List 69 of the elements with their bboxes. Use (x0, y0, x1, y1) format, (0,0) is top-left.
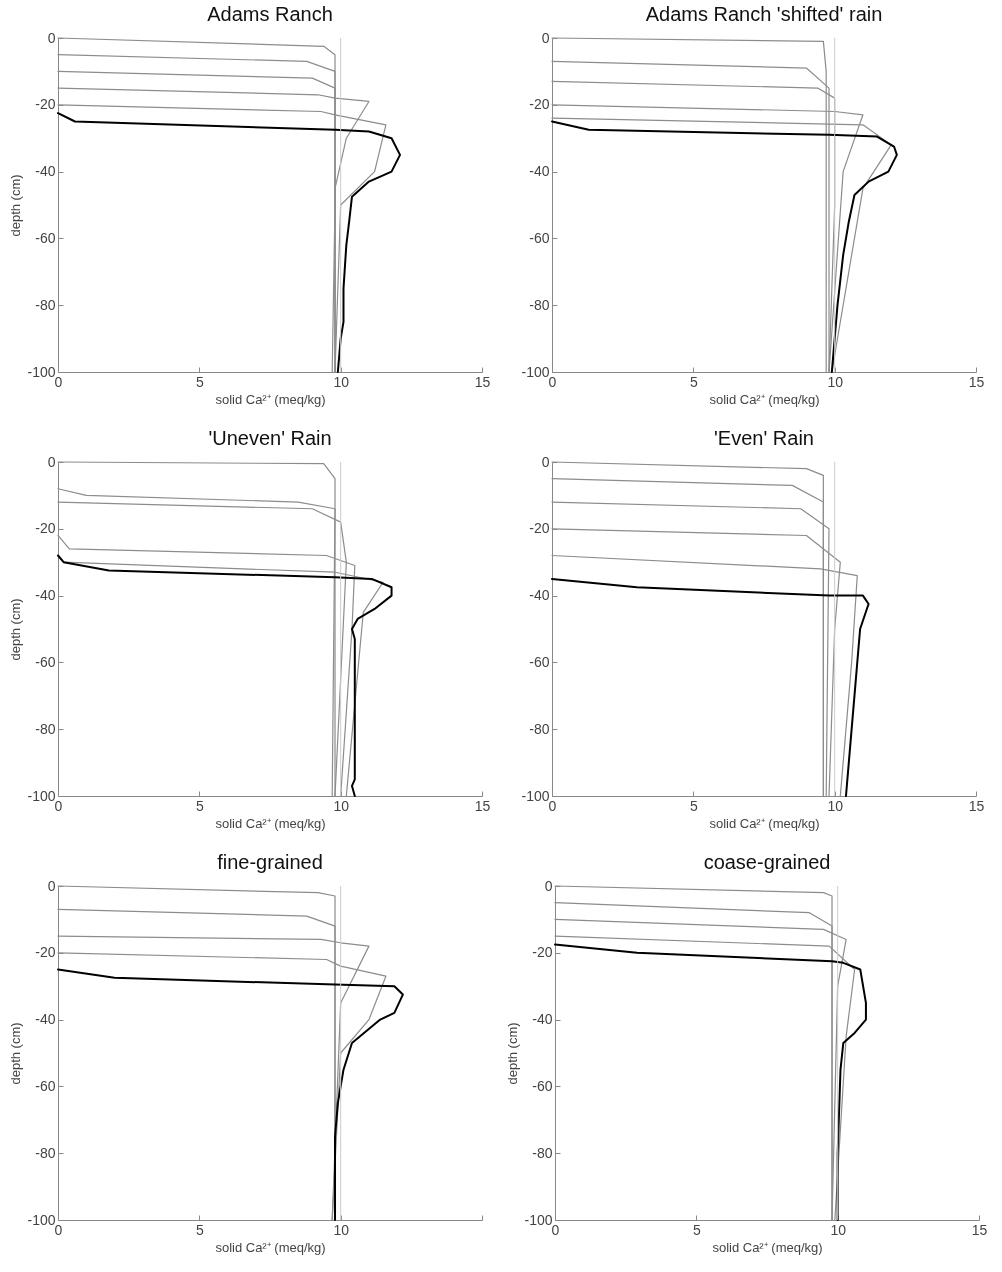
x-tick-label: 5 (195, 797, 204, 814)
x-tick-label: 5 (689, 797, 698, 814)
y-tick-label: -20 (35, 520, 56, 537)
chart-title: Adams Ranch (207, 3, 333, 25)
x-tick-label: 5 (689, 373, 698, 390)
x-tick-label: 10 (830, 1221, 847, 1238)
y-tick-label: -40 (35, 587, 56, 604)
x-axis-title: solid Ca²⁺ (meq/kg) (215, 815, 326, 831)
x-tick-label: 10 (827, 373, 844, 390)
y-tick-label: -60 (35, 653, 56, 670)
x-tick-label: 10 (827, 797, 844, 814)
x-axis-title: solid Ca²⁺ (meq/kg) (712, 1239, 823, 1255)
y-tick-label: -60 (532, 1077, 553, 1094)
y-tick-label: 0 (47, 877, 56, 894)
x-tick-label: 15 (971, 1221, 988, 1238)
x-tick-label: 15 (968, 373, 985, 390)
y-tick-label: 0 (47, 453, 56, 470)
y-tick-label: -40 (35, 1011, 56, 1028)
x-tick-label: 10 (333, 373, 350, 390)
x-tick-label: 5 (195, 1221, 204, 1238)
y-tick-label: 0 (47, 29, 56, 46)
chart-title: 'Uneven' Rain (208, 427, 332, 449)
y-tick-label: -100 (27, 363, 56, 380)
chart-title: 'Even' Rain (714, 427, 814, 449)
y-tick-label: -100 (27, 1211, 56, 1228)
y-axis-title: depth (cm) (8, 1022, 24, 1085)
y-tick-label: -60 (35, 229, 56, 246)
y-tick-label: -60 (529, 229, 550, 246)
y-axis-title: depth (cm) (8, 174, 24, 237)
y-tick-label: -40 (35, 163, 56, 180)
y-tick-label: -20 (35, 944, 56, 961)
y-tick-label: -20 (35, 96, 56, 113)
y-tick-label: -20 (529, 96, 550, 113)
x-tick-label: 15 (474, 373, 491, 390)
x-tick-label: 10 (333, 797, 350, 814)
chart-title: fine-grained (217, 851, 323, 873)
y-tick-label: 0 (544, 877, 553, 894)
y-axis-title: depth (cm) (505, 1022, 521, 1085)
x-tick-label: 5 (692, 1221, 701, 1238)
x-axis-title: solid Ca²⁺ (meq/kg) (709, 815, 820, 831)
y-tick-label: -80 (35, 296, 56, 313)
x-tick-label: 10 (333, 1221, 350, 1238)
y-axis-title: depth (cm) (8, 598, 24, 661)
x-axis-title: solid Ca²⁺ (meq/kg) (215, 1239, 326, 1255)
y-tick-label: -60 (529, 653, 550, 670)
y-tick-label: -100 (27, 787, 56, 804)
y-tick-label: -60 (35, 1077, 56, 1094)
x-axis-title: solid Ca²⁺ (meq/kg) (215, 391, 326, 407)
y-tick-label: -20 (529, 520, 550, 537)
y-tick-label: -40 (529, 163, 550, 180)
y-tick-label: -40 (529, 587, 550, 604)
y-tick-label: -100 (521, 363, 550, 380)
chart-title: coase-grained (703, 851, 831, 873)
y-tick-label: -80 (529, 720, 550, 737)
y-tick-label: -40 (532, 1011, 553, 1028)
y-tick-label: 0 (541, 29, 550, 46)
y-tick-label: -20 (532, 944, 553, 961)
chart-title: Adams Ranch 'shifted' rain (645, 3, 883, 25)
y-tick-label: -80 (35, 1144, 56, 1161)
y-tick-label: -100 (521, 787, 550, 804)
y-tick-label: -100 (524, 1211, 553, 1228)
x-tick-label: 15 (474, 797, 491, 814)
x-tick-label: 5 (195, 373, 204, 390)
y-tick-label: -80 (35, 720, 56, 737)
y-tick-label: -80 (532, 1144, 553, 1161)
y-tick-label: 0 (541, 453, 550, 470)
x-axis-title: solid Ca²⁺ (meq/kg) (709, 391, 820, 407)
x-tick-label: 15 (968, 797, 985, 814)
y-tick-label: -80 (529, 296, 550, 313)
